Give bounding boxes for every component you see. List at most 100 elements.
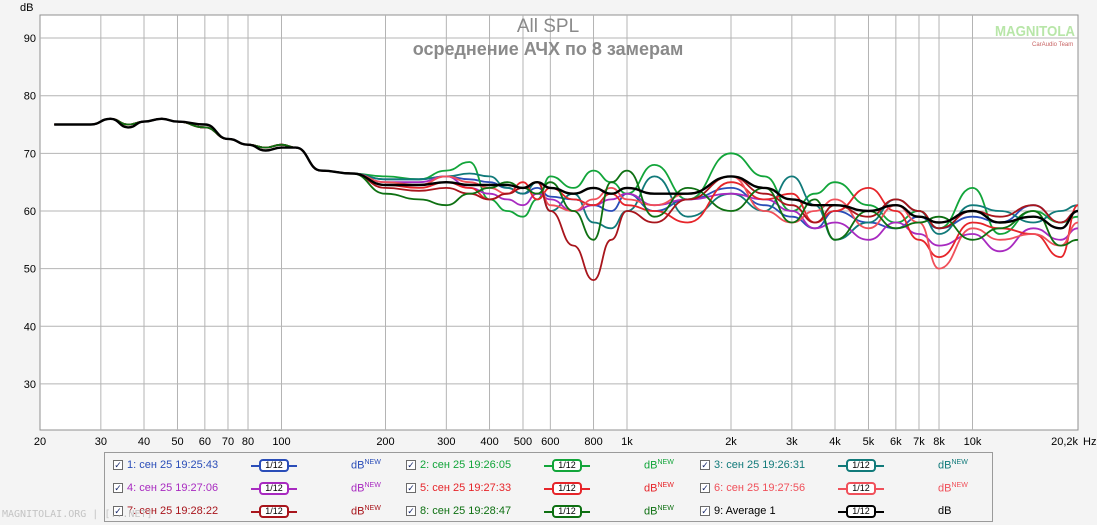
legend-checkbox[interactable]: ✓ (406, 483, 416, 493)
x-tick-label: 80 (242, 436, 254, 448)
smoothing-badge[interactable]: 1/12 (846, 482, 876, 495)
x-tick-label: 4k (829, 436, 841, 448)
legend-unit: dBNEW (351, 482, 381, 495)
x-tick-label: 300 (437, 436, 455, 448)
series-line-8 (54, 117, 1079, 247)
y-tick-label: 90 (24, 33, 36, 45)
legend-unit-badge: NEW (951, 459, 968, 466)
legend-series-name: 2: сен 25 19:26:05 (420, 459, 512, 471)
x-tick-label: 20,2k (1051, 436, 1078, 448)
legend-line-swatch (289, 465, 297, 467)
legend-series-name: 1: сен 25 19:25:43 (127, 459, 219, 471)
legend-item-7[interactable]: ✓ 7: сен 25 19:28:22 1/12 dBNEW (113, 505, 398, 521)
smoothing-selector[interactable]: 1/12 (544, 459, 590, 473)
legend-line-swatch (838, 488, 846, 490)
legend-item-8[interactable]: ✓ 8: сен 25 19:28:47 1/12 dBNEW (406, 505, 691, 521)
legend-unit-badge: NEW (364, 505, 381, 512)
smoothing-badge[interactable]: 1/12 (259, 459, 289, 472)
legend-series-name: 3: сен 25 19:26:31 (714, 459, 806, 471)
x-tick-label: 2k (725, 436, 737, 448)
legend-unit: dBNEW (351, 459, 381, 472)
legend-item-9[interactable]: ✓ 9: Average 1 1/12 dB (700, 505, 985, 521)
legend-line-swatch (838, 511, 846, 513)
x-tick-label: 70 (222, 436, 234, 448)
legend-unit-badge: NEW (951, 482, 968, 489)
legend-unit-badge: NEW (657, 482, 674, 489)
chart-title: All SPL (517, 16, 579, 37)
legend-series-name: 5: сен 25 19:27:33 (420, 482, 512, 494)
smoothing-badge[interactable]: 1/12 (846, 505, 876, 518)
legend-line-swatch (582, 511, 590, 513)
legend-series-name: 7: сен 25 19:28:22 (127, 505, 219, 517)
legend-line-swatch (582, 465, 590, 467)
legend-line-swatch (876, 511, 884, 513)
legend-item-2[interactable]: ✓ 2: сен 25 19:26:05 1/12 dBNEW (406, 459, 691, 475)
smoothing-selector[interactable]: 1/12 (838, 505, 884, 519)
smoothing-selector[interactable]: 1/12 (544, 482, 590, 496)
legend-line-swatch (582, 488, 590, 490)
legend-unit: dBNEW (644, 459, 674, 472)
y-axis-label: dB (20, 2, 33, 14)
legend-checkbox[interactable]: ✓ (700, 460, 710, 470)
legend-checkbox[interactable]: ✓ (700, 506, 710, 516)
y-tick-label: 70 (24, 148, 36, 160)
smoothing-selector[interactable]: 1/12 (251, 459, 297, 473)
x-tick-label: 20 (34, 436, 46, 448)
legend-checkbox[interactable]: ✓ (406, 460, 416, 470)
smoothing-selector[interactable]: 1/12 (838, 482, 884, 496)
x-tick-labels: 20 30 40 50 60 70 80 100 200 300 400 500 600 800 1k 2k 3… (34, 436, 1079, 448)
legend-checkbox[interactable]: ✓ (113, 506, 123, 516)
smoothing-badge[interactable]: 1/12 (259, 505, 289, 518)
legend-checkbox[interactable]: ✓ (113, 460, 123, 470)
legend-line-swatch (544, 488, 552, 490)
legend: ✓ 1: сен 25 19:25:43 1/12 dBNEW ✓ 2: сен 25 1… (104, 452, 993, 522)
smoothing-badge[interactable]: 1/12 (552, 459, 582, 472)
smoothing-selector[interactable]: 1/12 (544, 505, 590, 519)
legend-line-swatch (251, 465, 259, 467)
legend-item-5[interactable]: ✓ 5: сен 25 19:27:33 1/12 dBNEW (406, 482, 691, 498)
legend-checkbox[interactable]: ✓ (700, 483, 710, 493)
legend-unit-badge: NEW (364, 482, 381, 489)
y-tick-labels: 30 40 50 60 70 80 90 (24, 33, 36, 391)
legend-line-swatch (544, 511, 552, 513)
smoothing-badge[interactable]: 1/12 (552, 482, 582, 495)
y-tick-label: 30 (24, 379, 36, 391)
series-lines (54, 117, 1079, 281)
smoothing-badge[interactable]: 1/12 (552, 505, 582, 518)
y-tick-label: 60 (24, 206, 36, 218)
x-tick-label: 10k (964, 436, 982, 448)
logo-text: MAGNITOLA (995, 23, 1075, 40)
smoothing-selector[interactable]: 1/12 (838, 459, 884, 473)
legend-series-name: 8: сен 25 19:28:47 (420, 505, 512, 517)
series-line-9 (54, 117, 1079, 230)
smoothing-badge[interactable]: 1/12 (846, 459, 876, 472)
legend-line-swatch (838, 465, 846, 467)
legend-unit: dB (938, 505, 952, 517)
legend-item-4[interactable]: ✓ 4: сен 25 19:27:06 1/12 dBNEW (113, 482, 398, 498)
x-tick-label: 400 (480, 436, 498, 448)
legend-item-3[interactable]: ✓ 3: сен 25 19:26:31 1/12 dBNEW (700, 459, 985, 475)
legend-item-6[interactable]: ✓ 6: сен 25 19:27:56 1/12 dBNEW (700, 482, 985, 498)
legend-checkbox[interactable]: ✓ (113, 483, 123, 493)
logo: MAGNITOLA CarAudio Team (995, 23, 1075, 48)
watermark: MAGNITOLAI.ORG | [...NET] (2, 509, 153, 520)
legend-series-name: 9: Average 1 (714, 505, 776, 517)
smoothing-badge[interactable]: 1/12 (259, 482, 289, 495)
legend-unit: dBNEW (644, 482, 674, 495)
legend-item-1[interactable]: ✓ 1: сен 25 19:25:43 1/12 dBNEW (113, 459, 398, 475)
legend-unit: dBNEW (938, 482, 968, 495)
legend-series-name: 4: сен 25 19:27:06 (127, 482, 219, 494)
x-tick-label: 60 (199, 436, 211, 448)
legend-unit-badge: NEW (657, 505, 674, 512)
smoothing-selector[interactable]: 1/12 (251, 505, 297, 519)
chart-subtitle: осреднение АЧХ по 8 замерам (413, 39, 684, 59)
x-tick-label: 500 (514, 436, 532, 448)
legend-unit-badge: NEW (657, 459, 674, 466)
x-tick-label: 8k (933, 436, 945, 448)
legend-unit: dBNEW (938, 459, 968, 472)
x-tick-label: 50 (171, 436, 183, 448)
legend-unit: dBNEW (351, 505, 381, 518)
legend-checkbox[interactable]: ✓ (406, 506, 416, 516)
smoothing-selector[interactable]: 1/12 (251, 482, 297, 496)
